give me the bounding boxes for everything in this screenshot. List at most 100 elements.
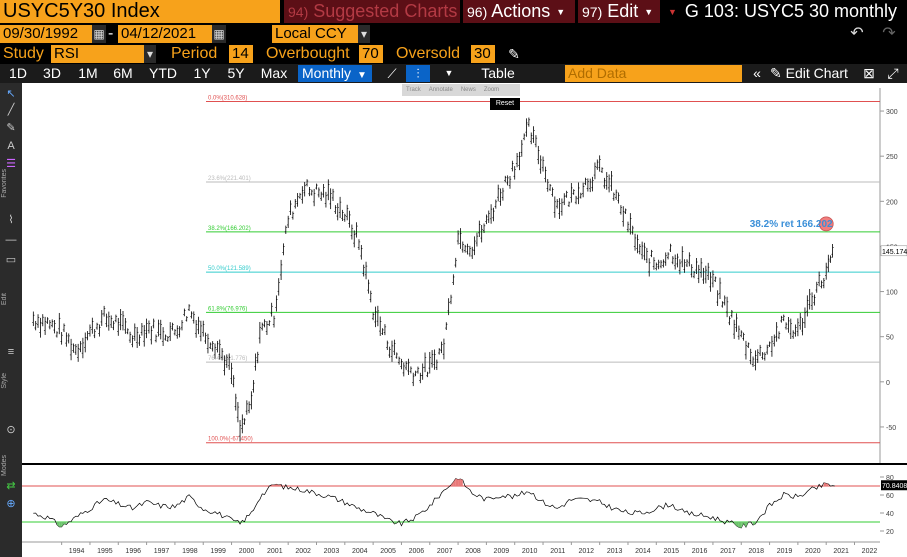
expand-icon[interactable]: ⤢	[887, 65, 899, 81]
fib-icon[interactable]: ☰	[6, 158, 16, 170]
time-tick-label: 2004	[352, 548, 368, 555]
time-tick-label: 2002	[295, 548, 311, 555]
currency-select[interactable]: Local CCY	[272, 25, 358, 43]
time-tick-label: 2014	[635, 548, 651, 555]
tab-1m[interactable]: 1M	[78, 65, 98, 81]
chevron-down-icon[interactable]: ▼	[444, 68, 454, 78]
rsi-overbought-fill	[826, 483, 829, 486]
rsi-overbought-fill	[451, 482, 454, 486]
pencil-icon[interactable]: ✎	[6, 122, 16, 134]
reset-button[interactable]: Reset	[490, 98, 520, 110]
calendar-icon[interactable]: ▦	[92, 25, 106, 43]
suggested-label: Suggested Charts	[313, 1, 458, 21]
chart-canvas[interactable]: 300250200150100500-500.0%(310.628)23.6%(…	[0, 83, 907, 557]
text-icon[interactable]: A	[7, 140, 15, 152]
actions-menu[interactable]: 96) Actions ▼	[463, 0, 575, 23]
pencil-icon[interactable]: ✎	[505, 45, 523, 63]
tab-6m[interactable]: 6M	[113, 65, 133, 81]
edit-label: Edit	[1, 293, 8, 306]
ticker-field[interactable]: USYC5Y30 Index	[0, 0, 280, 23]
chevron-down-icon: ▼	[644, 6, 654, 17]
time-tick-label: 2006	[409, 548, 425, 555]
link-icon[interactable]: ⊕	[6, 498, 16, 510]
tab-5y[interactable]: 5Y	[227, 65, 245, 81]
last-price-box	[880, 245, 907, 257]
chevron-down-icon[interactable]: ▼	[668, 6, 677, 17]
pencil-icon: ✎	[770, 65, 782, 81]
time-tick-label: 2019	[777, 548, 793, 555]
popup-annotate[interactable]: Annotate	[428, 87, 453, 93]
date-separator: -	[108, 25, 114, 42]
pin-icon[interactable]: ⊙	[6, 424, 16, 436]
line-chart-icon[interactable]: ⟋	[387, 66, 397, 81]
edit-chart-button[interactable]: ✎ Edit Chart	[770, 65, 854, 82]
time-tick-label: 2020	[805, 548, 821, 555]
tab-ytd[interactable]: YTD	[149, 65, 177, 81]
suggested-num: 94)	[288, 4, 309, 20]
popup-zoom[interactable]: Zoom	[483, 87, 500, 93]
line-width-icon[interactable]: ≡	[7, 346, 15, 358]
time-tick-label: 1999	[210, 548, 226, 555]
price-tick-label: 200	[886, 199, 898, 206]
cursor-icon[interactable]: ↖	[6, 88, 16, 100]
fib-level-label: 61.8%(76.976)	[208, 306, 247, 312]
time-tick-label: 2011	[550, 548, 565, 555]
oversold-field[interactable]: 30	[471, 45, 495, 63]
table-button[interactable]: Table	[481, 65, 515, 81]
share-icon[interactable]: ⇄	[6, 480, 16, 492]
suggested-charts-button[interactable]: 94) Suggested Charts	[284, 0, 460, 23]
rsi-overbought-fill	[276, 484, 279, 486]
fib-level-label: 100.0%(-67.450)	[208, 437, 253, 443]
time-tick-label: 2013	[607, 548, 623, 555]
rsi-overbought-fill	[453, 478, 456, 486]
bar-chart-icon[interactable]: ⫶	[406, 65, 430, 82]
actions-num: 96)	[467, 4, 488, 20]
add-data-input[interactable]: Add Data	[565, 65, 742, 82]
start-date-field[interactable]: 09/30/1992	[0, 25, 92, 43]
rsi-oversold-fill	[394, 522, 397, 524]
time-tick-label: 1996	[125, 548, 141, 555]
rsi-oversold-fill	[734, 522, 737, 526]
time-tick-label: 2015	[663, 548, 679, 555]
popup-news[interactable]: News	[460, 87, 476, 93]
fib-level-label: 38.2%(166.202)	[208, 226, 251, 232]
rsi-line	[33, 478, 835, 529]
fib-level-label: 76.4%(21.776)	[208, 356, 247, 362]
undo-icon[interactable]: ↶	[846, 25, 868, 43]
end-date-field[interactable]: 04/12/2021	[118, 25, 212, 43]
tab-1d[interactable]: 1D	[9, 65, 27, 81]
tab-3d[interactable]: 3D	[43, 65, 61, 81]
study-select[interactable]: RSI	[51, 45, 144, 63]
rsi-overbought-fill	[278, 484, 282, 486]
draw-line-icon[interactable]: ╱	[7, 104, 15, 116]
last-rsi-label: 70.8408	[882, 483, 907, 490]
period-label: Period	[171, 45, 218, 62]
overbought-field[interactable]: 70	[359, 45, 383, 63]
shape-icon[interactable]: ▭	[5, 254, 17, 266]
rsi-oversold-fill	[741, 522, 744, 529]
rsi-oversold-fill	[753, 522, 756, 526]
fib-level-label: 50.0%(121.589)	[208, 266, 251, 272]
price-tick-label: 0	[886, 380, 890, 387]
chevron-down-icon[interactable]: ▾	[358, 25, 370, 43]
time-tick-label: 2000	[239, 548, 255, 555]
popup-track[interactable]: Track	[406, 87, 421, 93]
brush-icon[interactable]: ⌇	[8, 214, 14, 226]
modes-label: Modes	[1, 455, 8, 477]
horizontal-line-icon[interactable]: —	[5, 234, 17, 246]
rsi-tick-label: 60	[886, 493, 894, 500]
collapse-icon[interactable]: «	[753, 65, 761, 81]
tab-max[interactable]: Max	[260, 65, 288, 81]
date-bar: 09/30/1992 ▦ - 04/12/2021 ▦ Local CCY ▾ …	[0, 24, 907, 44]
calendar-icon[interactable]: ▦	[212, 25, 226, 43]
edit-menu[interactable]: 97) Edit ▼	[578, 0, 660, 23]
redo-icon[interactable]: ↷	[878, 25, 900, 43]
period-field[interactable]: 14	[229, 45, 253, 63]
frequency-select[interactable]: Monthly ▼	[298, 65, 372, 82]
chevron-down-icon[interactable]: ▾	[144, 45, 156, 63]
time-tick-label: 1998	[182, 548, 198, 555]
tab-1y[interactable]: 1Y	[193, 65, 211, 81]
chart-settings-icon[interactable]: ⊠	[863, 65, 875, 81]
rsi-oversold-fill	[59, 522, 62, 527]
price-tick-label: 50	[886, 335, 894, 342]
